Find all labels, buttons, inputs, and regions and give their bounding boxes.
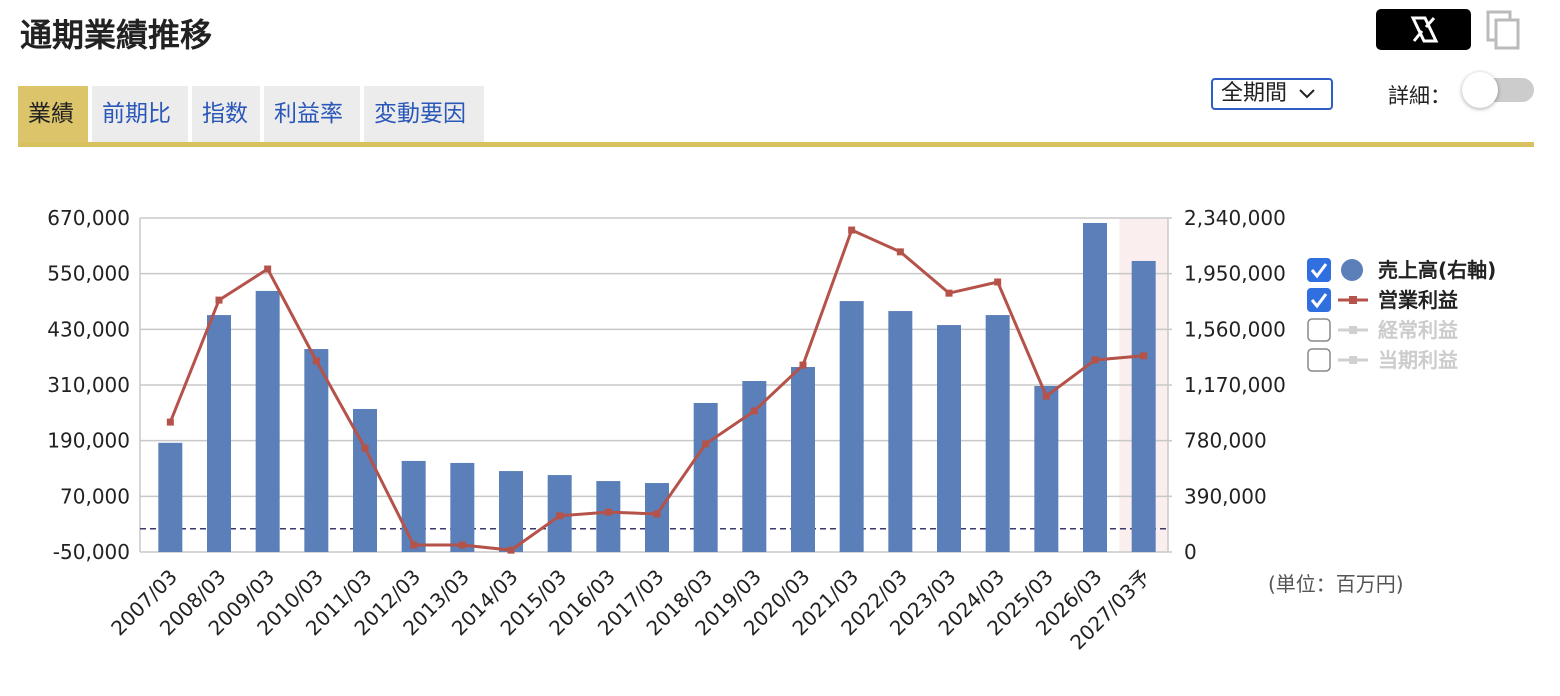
tab[interactable]: 変動要因 bbox=[364, 86, 484, 142]
line-marker bbox=[312, 357, 320, 365]
checkmark bbox=[1310, 293, 1328, 309]
line-marker bbox=[215, 296, 223, 304]
line-marker bbox=[1140, 352, 1148, 360]
legend-checkbox bbox=[1307, 348, 1331, 372]
legend-marker bbox=[1349, 296, 1357, 304]
detail-toggle[interactable] bbox=[1462, 72, 1534, 108]
bar bbox=[1083, 222, 1107, 552]
legend-label: 経常利益 bbox=[1378, 318, 1458, 342]
tab[interactable]: 利益率 bbox=[264, 86, 360, 142]
y-tick-label: 550,000 bbox=[47, 262, 130, 286]
bar bbox=[839, 301, 864, 552]
bar bbox=[888, 311, 913, 552]
y2-tick-label: 1,950,000 bbox=[1184, 262, 1286, 286]
legend-label: 営業利益 bbox=[1378, 288, 1458, 312]
y-tick-label: -50,000 bbox=[53, 540, 130, 564]
y-tick-label: 670,000 bbox=[47, 206, 130, 230]
legend-checkbox bbox=[1307, 318, 1331, 342]
legend-marker bbox=[1341, 259, 1363, 281]
bar bbox=[742, 381, 767, 552]
toggle-knob bbox=[1462, 72, 1498, 108]
tab[interactable]: 前期比 bbox=[92, 86, 188, 142]
legend-label: 当期利益 bbox=[1378, 348, 1458, 372]
chevron bbox=[1299, 89, 1315, 99]
tab-underline bbox=[18, 142, 1534, 147]
legend-item[interactable]: 経常利益 bbox=[1307, 318, 1458, 342]
line-marker bbox=[945, 289, 953, 297]
bar bbox=[158, 442, 183, 552]
line-marker bbox=[166, 418, 174, 426]
line-marker bbox=[361, 444, 369, 452]
tab[interactable]: 指数 bbox=[192, 86, 260, 142]
line-marker bbox=[264, 265, 272, 273]
legend-item[interactable]: 当期利益 bbox=[1307, 348, 1458, 372]
line-marker bbox=[1042, 392, 1050, 400]
bar bbox=[937, 325, 961, 552]
line-marker bbox=[1091, 356, 1099, 364]
y-tick-label: 310,000 bbox=[47, 373, 130, 397]
period-select-text: 全期間 bbox=[1221, 81, 1288, 106]
bar bbox=[1131, 260, 1156, 552]
line-marker bbox=[507, 546, 515, 554]
legend-label: 売上高(右軸) bbox=[1378, 258, 1496, 282]
bar bbox=[645, 483, 669, 552]
line-marker bbox=[556, 512, 564, 520]
y2-tick-label: 780,000 bbox=[1184, 429, 1267, 453]
share-x-button[interactable] bbox=[1376, 9, 1471, 50]
bar bbox=[985, 315, 1010, 552]
bar bbox=[207, 315, 231, 552]
line-marker bbox=[994, 278, 1002, 286]
line-marker bbox=[750, 407, 758, 415]
bar bbox=[304, 349, 329, 552]
copy-icon[interactable] bbox=[1486, 10, 1522, 52]
line-marker bbox=[653, 510, 661, 518]
legend-item[interactable]: 営業利益 bbox=[1307, 288, 1458, 312]
legend-marker bbox=[1349, 356, 1357, 364]
y2-tick-label: 1,560,000 bbox=[1184, 317, 1286, 341]
checkmark bbox=[1310, 263, 1328, 279]
bar bbox=[693, 402, 718, 552]
line-marker bbox=[604, 508, 612, 516]
bar bbox=[450, 462, 475, 552]
y2-tick-label: 390,000 bbox=[1184, 484, 1267, 508]
period-select[interactable]: 全期間 bbox=[1211, 78, 1333, 110]
y-tick-label: 430,000 bbox=[47, 317, 130, 341]
x-logo bbox=[1410, 16, 1439, 43]
y-tick-label: 70,000 bbox=[60, 484, 130, 508]
y2-tick-label: 1,170,000 bbox=[1184, 373, 1286, 397]
legend-checkbox bbox=[1307, 288, 1331, 312]
bar bbox=[596, 481, 621, 552]
bar bbox=[499, 471, 523, 552]
line-marker bbox=[702, 440, 710, 448]
legend-marker bbox=[1349, 326, 1357, 334]
tab[interactable]: 業績 bbox=[18, 86, 88, 142]
line-marker bbox=[799, 361, 807, 369]
unit-note: (単位：百万円) bbox=[1268, 572, 1404, 596]
y-tick-label: 190,000 bbox=[47, 429, 130, 453]
bar bbox=[791, 367, 815, 552]
line-marker bbox=[848, 226, 856, 234]
bar bbox=[255, 290, 280, 552]
legend-item[interactable]: 売上高(右軸) bbox=[1307, 258, 1496, 282]
detail-label: 詳細： bbox=[1388, 84, 1451, 108]
line-marker bbox=[458, 541, 466, 549]
legend-checkbox bbox=[1307, 258, 1331, 282]
bar bbox=[1034, 385, 1059, 552]
line-marker bbox=[410, 541, 418, 549]
page-title: 通期業績推移 bbox=[20, 16, 213, 54]
bar bbox=[401, 460, 426, 552]
y2-tick-label: 2,340,000 bbox=[1184, 206, 1286, 230]
line-marker bbox=[896, 248, 904, 256]
y2-tick-label: 0 bbox=[1184, 540, 1197, 564]
